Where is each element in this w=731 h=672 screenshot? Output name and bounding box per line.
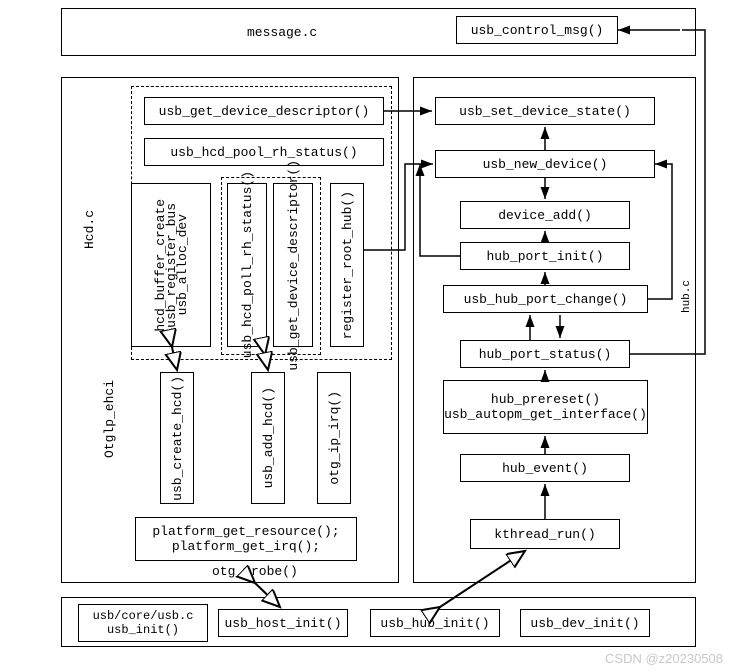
otg-ip-irq-box: otg_ip_irq() [317,372,351,504]
otg-probe-label: otg_probe() [210,564,300,579]
usb-set-device-state-text: usb_set_device_state() [459,104,631,119]
hcd-group-1: hcd_buffer_create usb_register_bus usb_a… [131,183,211,347]
usb-hcd-pool-rh-status-text: usb_hcd_pool_rh_status() [170,145,357,160]
register-root-hub-text: register_root_hub() [340,191,355,339]
usb-core-text: usb/core/usb.c usb_init() [93,609,194,637]
usb-hcd-poll-rh-status-text: usb_hcd_poll_rh_status() [240,171,255,358]
usb-get-device-descriptor-text: usb_get_device_descriptor() [159,104,370,119]
usb-host-init-box: usb_host_init() [218,609,348,637]
hub-port-init-text: hub_port_init() [486,249,603,264]
usb-new-device-box: usb_new_device() [435,150,655,178]
usb-new-device-text: usb_new_device() [483,157,608,172]
otg-ip-irq-text: otg_ip_irq() [327,391,342,485]
hub-prereset-box: hub_prereset() usb_autopm_get_interface(… [443,380,648,434]
usb-add-hcd-box: usb_add_hcd() [251,372,285,504]
hub-event-box: hub_event() [460,454,630,482]
hub-prereset-text: hub_prereset() usb_autopm_get_interface(… [444,392,647,422]
platform-get-text: platform_get_resource(); platform_get_ir… [152,524,339,554]
hub-event-text: hub_event() [502,461,588,476]
usb-core-box: usb/core/usb.c usb_init() [78,604,208,642]
usb-hub-port-change-box: usb_hub_port_change() [443,285,648,313]
usb-control-msg-text: usb_control_msg() [471,23,604,38]
kthread-run-text: kthread_run() [494,527,595,542]
usb-create-hcd-text: usb_create_hcd() [170,376,185,501]
device-add-text: device_add() [498,208,592,223]
usb-host-init-text: usb_host_init() [224,616,341,631]
usb-dev-init-text: usb_dev_init() [530,616,639,631]
usb-create-hcd-box: usb_create_hcd() [160,372,194,504]
hub-c-label: hub.c [679,280,695,313]
usb-get-device-descriptor-box: usb_get_device_descriptor() [144,97,384,125]
watermark: CSDN @z20230508 [605,651,723,666]
poll-rh-box: usb_hcd_poll_rh_status() [227,183,267,347]
get-dev-desc-box-2: usb_get_device_descriptor() [273,183,313,347]
usb-hub-init-text: usb_hub_init() [380,616,489,631]
hub-port-init-box: hub_port_init() [460,242,630,270]
hub-port-status-box: hub_port_status() [460,340,630,368]
usb-get-device-descriptor-2-text: usb_get_device_descriptor() [286,160,301,371]
usb-alloc-dev-text: usb_alloc_dev [175,214,190,315]
usb-control-msg-box: usb_control_msg() [456,16,618,44]
usb-set-device-state-box: usb_set_device_state() [435,97,655,125]
platform-get-box: platform_get_resource(); platform_get_ir… [135,517,357,561]
device-add-box: device_add() [460,201,630,229]
usb-hub-init-box: usb_hub_init() [370,609,500,637]
kthread-run-box: kthread_run() [470,519,620,549]
usb-dev-init-box: usb_dev_init() [520,609,650,637]
usb-hcd-pool-rh-status-box: usb_hcd_pool_rh_status() [144,138,384,166]
message-c-label: message.c [247,25,317,40]
usb-add-hcd-text: usb_add_hcd() [261,387,276,488]
register-root-hub-box: register_root_hub() [330,183,364,347]
hub-port-status-text: hub_port_status() [479,347,612,362]
otglp-ehci-label: Otglp_ehci [100,380,119,458]
usb-hub-port-change-text: usb_hub_port_change() [464,292,628,307]
hcd-c-label: Hcd.c [80,210,99,249]
